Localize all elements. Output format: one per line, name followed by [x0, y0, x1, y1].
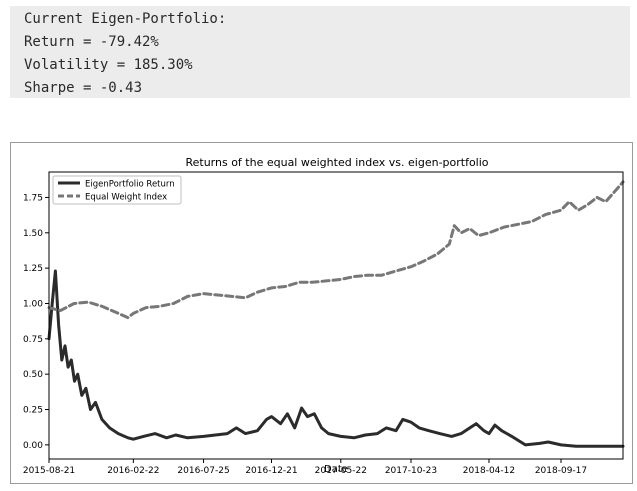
- x-tick-label: 2016-02-22: [107, 466, 159, 476]
- legend-label-equal: Equal Weight Index: [85, 193, 167, 203]
- x-tick-label: 2016-12-21: [245, 466, 297, 476]
- x-axis-label: Date: [324, 464, 348, 475]
- y-tick-label: 0.25: [23, 406, 43, 416]
- x-tick-label: 2015-08-21: [23, 466, 75, 476]
- y-tick-label: 1.25: [23, 264, 43, 274]
- series-line-eigenportfolio: [47, 269, 625, 448]
- y-tick-label: 0.50: [23, 370, 43, 380]
- x-tick-label: 2017-05-22: [315, 466, 367, 476]
- plot-area: [48, 171, 624, 460]
- chart-title: Returns of the equal weighted index vs. …: [185, 156, 488, 169]
- returns-chart: Returns of the equal weighted index vs. …: [23, 156, 625, 476]
- series-line-equal-weight: [47, 180, 625, 320]
- legend-box: [52, 175, 182, 205]
- output-heading: Current Eigen-Portfolio:: [24, 11, 227, 27]
- x-tick-label: 2017-10-23: [385, 466, 437, 476]
- y-tick-label: 1.50: [23, 229, 43, 239]
- series-layer: [47, 180, 625, 448]
- sharpe-line: Sharpe = -0.43: [24, 80, 143, 96]
- cell-output: Current Eigen-Portfolio: Return = -79.42…: [10, 6, 630, 98]
- x-tick-label: 2018-04-12: [463, 466, 515, 476]
- y-tick-label: 0.00: [23, 441, 43, 451]
- legend: EigenPortfolio Return Equal Weight Index: [52, 175, 182, 205]
- y-tick-label: 0.75: [23, 335, 43, 345]
- volatility-line: Volatility = 185.30%: [24, 57, 193, 73]
- figure-frame: Returns of the equal weighted index vs. …: [10, 142, 633, 484]
- y-axis: 0.00 0.25 0.50 0.75 1.00 1.25 1.50 1.75: [23, 193, 49, 451]
- x-axis: 2015-08-21 2016-02-22 2016-07-25 2016-12-21…: [23, 459, 587, 476]
- x-tick-label: 2018-09-17: [535, 466, 587, 476]
- x-tick-label: 2016-07-25: [177, 466, 229, 476]
- return-line: Return = -79.42%: [24, 34, 159, 50]
- y-tick-label: 1.75: [23, 193, 43, 203]
- y-tick-label: 1.00: [23, 299, 43, 309]
- legend-label-eigen: EigenPortfolio Return: [85, 180, 175, 190]
